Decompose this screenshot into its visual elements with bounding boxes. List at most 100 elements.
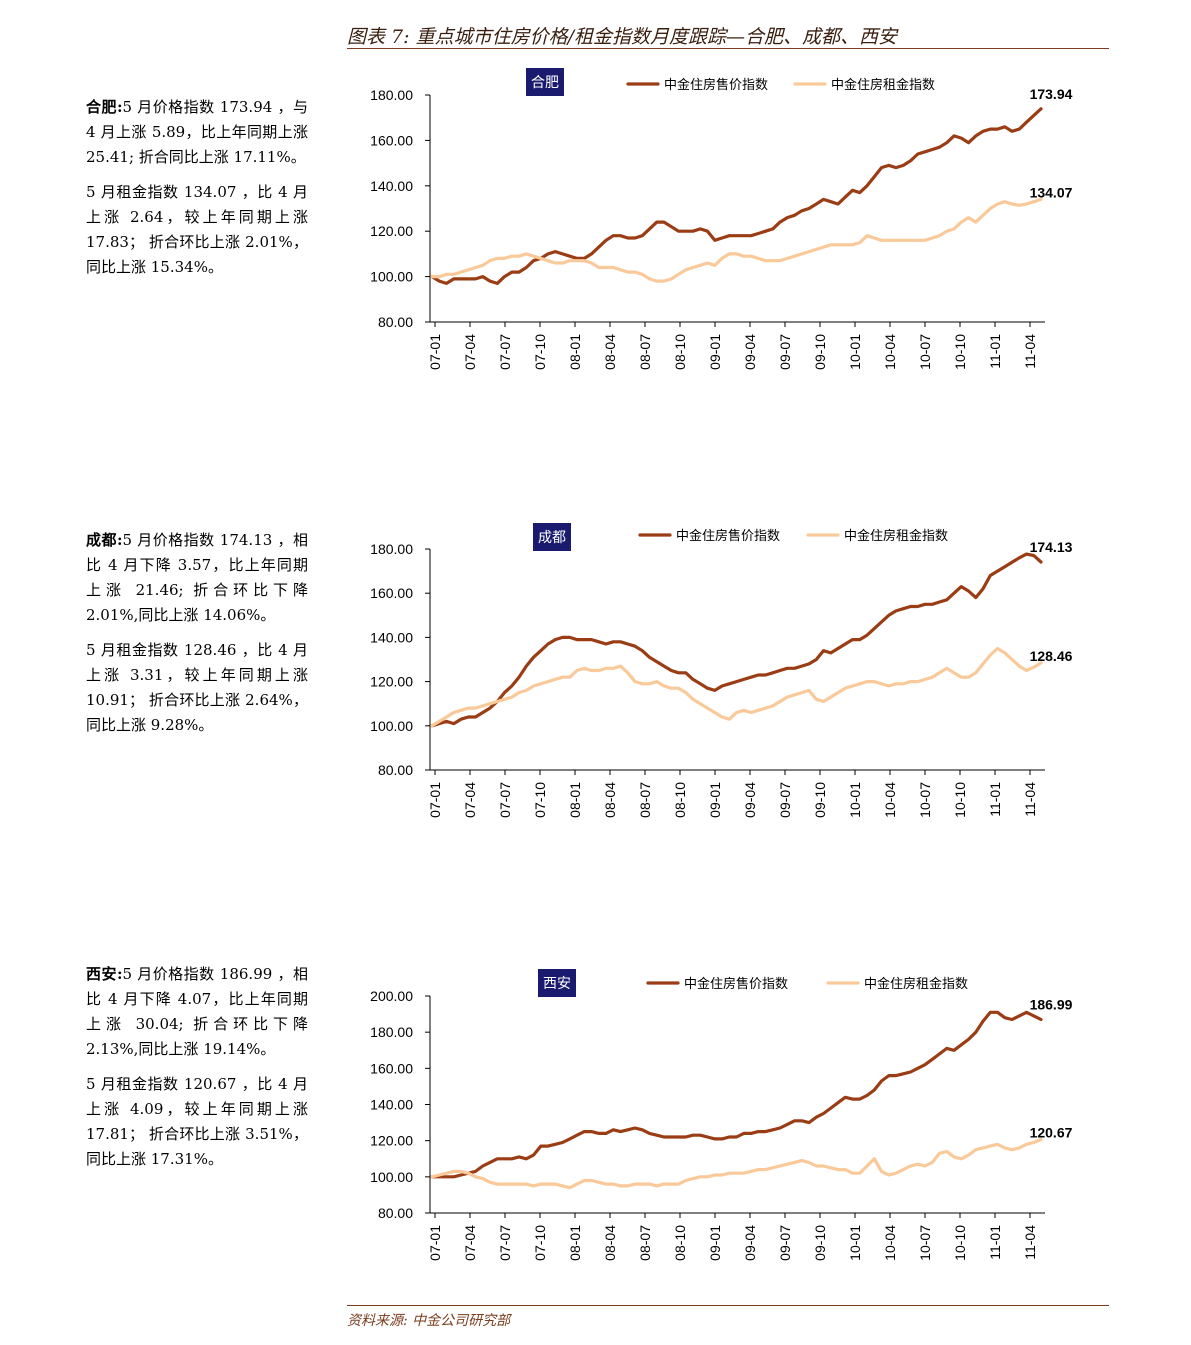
legend-price-label: 中金住房售价指数 xyxy=(684,976,788,992)
x-tick-label: 08-01 xyxy=(567,334,583,370)
x-tick-label: 08-07 xyxy=(637,334,653,370)
x-tick-label: 07-01 xyxy=(427,1225,443,1261)
note-price: 西安:5 月价格指数 186.99 ，相比 4 月下降 4.07，比上年同期上涨… xyxy=(86,965,308,1058)
x-tick-label: 07-07 xyxy=(497,782,513,818)
note-city: 合肥 xyxy=(86,98,117,116)
x-tick-label: 09-01 xyxy=(707,334,723,370)
rent-end-label: 134.07 xyxy=(1030,184,1073,200)
y-tick-label: 140.00 xyxy=(370,629,413,645)
x-tick-label: 09-10 xyxy=(812,334,828,370)
x-tick-label: 08-10 xyxy=(672,782,688,818)
rent-index-line xyxy=(430,646,1043,728)
note-rent: 5 月租金指数 134.07 ，比 4 月上涨 2.64，较上年同期上涨 17.… xyxy=(86,183,308,276)
rent-index-line xyxy=(430,1137,1043,1190)
x-tick-label: 10-01 xyxy=(847,334,863,370)
price-end-label: 173.94 xyxy=(1030,86,1073,102)
x-tick-label: 09-01 xyxy=(707,782,723,818)
y-tick-label: 120.00 xyxy=(370,1133,413,1149)
x-tick-label: 07-04 xyxy=(462,782,478,818)
rent-end-label: 120.67 xyxy=(1030,1124,1073,1140)
x-tick-label: 09-04 xyxy=(742,1225,758,1261)
x-tick-label: 09-04 xyxy=(742,334,758,370)
x-tick-label: 07-07 xyxy=(497,1225,513,1261)
x-tick-label: 11-04 xyxy=(1022,1225,1038,1260)
note-chengdu: 成都:5 月价格指数 174.13 ，相比 4 月下降 3.57，比上年同期上涨… xyxy=(86,528,308,748)
x-tick-label: 07-04 xyxy=(462,334,478,370)
x-tick-label: 09-10 xyxy=(812,1225,828,1261)
header-divider xyxy=(347,48,1109,49)
y-tick-label: 180.00 xyxy=(370,541,413,557)
y-tick-label: 160.00 xyxy=(370,1060,413,1076)
x-tick-label: 08-04 xyxy=(602,782,618,818)
x-tick-label: 08-01 xyxy=(567,1225,583,1261)
x-tick-label: 10-10 xyxy=(952,782,968,818)
city-badge xyxy=(526,68,564,96)
y-tick-label: 100.00 xyxy=(370,718,413,734)
x-tick-label: 07-01 xyxy=(427,782,443,818)
x-tick-label: 08-07 xyxy=(637,782,653,818)
note-city: 西安 xyxy=(86,965,117,983)
note-xian: 西安:5 月价格指数 186.99 ，相比 4 月下降 4.07，比上年同期上涨… xyxy=(86,962,308,1182)
x-tick-label: 11-01 xyxy=(987,782,1003,817)
x-tick-label: 11-04 xyxy=(1022,782,1038,817)
x-tick-label: 09-01 xyxy=(707,1225,723,1261)
y-tick-label: 200.00 xyxy=(370,988,413,1004)
x-tick-label: 10-04 xyxy=(882,782,898,818)
x-tick-label: 08-07 xyxy=(637,1225,653,1261)
x-tick-label: 09-07 xyxy=(777,334,793,370)
x-tick-label: 08-01 xyxy=(567,782,583,818)
x-tick-label: 07-10 xyxy=(532,782,548,818)
y-tick-label: 120.00 xyxy=(370,223,413,239)
y-tick-label: 120.00 xyxy=(370,674,413,690)
price-index-line xyxy=(430,552,1043,728)
x-tick-label: 07-10 xyxy=(532,1225,548,1261)
y-tick-label: 100.00 xyxy=(370,269,413,285)
y-tick-label: 140.00 xyxy=(370,178,413,194)
y-tick-label: 180.00 xyxy=(370,1024,413,1040)
legend-rent-label: 中金住房租金指数 xyxy=(831,77,935,93)
x-tick-label: 09-04 xyxy=(742,782,758,818)
x-tick-label: 11-04 xyxy=(1022,334,1038,369)
x-tick-label: 08-10 xyxy=(672,334,688,370)
legend-rent-label: 中金住房租金指数 xyxy=(844,528,948,544)
page-title: 图表 7: 重点城市住房价格/租金指数月度跟踪—合肥、成都、西安 xyxy=(347,26,897,48)
y-tick-label: 100.00 xyxy=(370,1169,413,1185)
y-tick-label: 140.00 xyxy=(370,1097,413,1113)
y-tick-label: 80.00 xyxy=(378,1205,413,1221)
city-badge xyxy=(533,523,571,551)
x-tick-label: 10-07 xyxy=(917,334,933,370)
note-price: 成都:5 月价格指数 174.13 ，相比 4 月下降 3.57，比上年同期上涨… xyxy=(86,531,308,624)
y-tick-label: 160.00 xyxy=(370,132,413,148)
x-tick-label: 08-10 xyxy=(672,1225,688,1261)
city-badge xyxy=(538,969,576,997)
x-tick-label: 07-07 xyxy=(497,334,513,370)
rent-index-line xyxy=(430,197,1043,283)
rent-end-label: 128.46 xyxy=(1030,648,1073,664)
x-tick-label: 10-04 xyxy=(882,1225,898,1261)
x-tick-label: 09-10 xyxy=(812,782,828,818)
y-tick-label: 180.00 xyxy=(370,87,413,103)
note-rent: 5 月租金指数 120.67 ，比 4 月上涨 4.09，较上年同期上涨 17.… xyxy=(86,1075,308,1168)
x-tick-label: 10-01 xyxy=(847,782,863,818)
footer-divider xyxy=(347,1305,1109,1306)
x-tick-label: 11-01 xyxy=(987,1225,1003,1260)
x-tick-label: 10-07 xyxy=(917,782,933,818)
x-tick-label: 10-10 xyxy=(952,1225,968,1261)
city-badge-label: 成都 xyxy=(538,530,566,546)
x-tick-label: 10-07 xyxy=(917,1225,933,1261)
x-tick-label: 08-04 xyxy=(602,334,618,370)
x-tick-label: 07-01 xyxy=(427,334,443,370)
y-tick-label: 80.00 xyxy=(378,314,413,330)
x-tick-label: 10-04 xyxy=(882,334,898,370)
legend-price-label: 中金住房售价指数 xyxy=(676,528,780,544)
city-badge-label: 西安 xyxy=(543,976,571,992)
note-hefei: 合肥:5 月价格指数 173.94 ，与 4 月上涨 5.89，比上年同期上涨 … xyxy=(86,95,308,290)
note-price: 合肥:5 月价格指数 173.94 ，与 4 月上涨 5.89，比上年同期上涨 … xyxy=(86,98,308,166)
price-end-label: 186.99 xyxy=(1030,997,1073,1013)
y-tick-label: 80.00 xyxy=(378,762,413,778)
x-tick-label: 10-01 xyxy=(847,1225,863,1261)
x-tick-label: 09-07 xyxy=(777,1225,793,1261)
x-tick-label: 07-04 xyxy=(462,1225,478,1261)
source-note: 资料来源: 中金公司研究部 xyxy=(347,1313,511,1329)
